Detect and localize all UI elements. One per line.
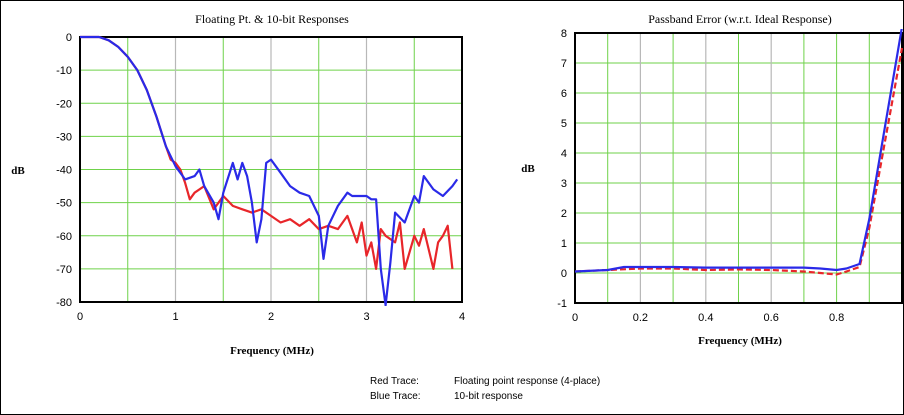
x-tick-label: 0.6 <box>764 312 779 324</box>
x-tick-label: 3 <box>363 311 369 323</box>
plot-frame <box>79 36 463 303</box>
x-tick-label: 2 <box>268 311 274 323</box>
y-tick-label: 8 <box>561 28 567 40</box>
response-chart: Floating Pt. & 10-bit Responses Frequenc… <box>11 12 465 357</box>
y-tick-label: 5 <box>561 118 567 130</box>
y-tick-label: -60 <box>56 231 72 243</box>
chart-title: Floating Pt. & 10-bit Responses <box>195 12 349 26</box>
y-tick-label: -30 <box>56 131 72 143</box>
x-tick-label: 1 <box>172 311 178 323</box>
x-tick-label: 0.4 <box>698 312 713 324</box>
x-axis-label: Frequency (MHz) <box>698 335 782 347</box>
x-tick-label: 0 <box>77 311 83 323</box>
y-tick-label: -10 <box>56 65 72 77</box>
y-tick-label: 0 <box>66 32 72 44</box>
red-trace-text: Floating point response (4-place) <box>454 376 601 387</box>
blue-trace-line <box>80 35 459 306</box>
y-tick-label: -1 <box>557 298 567 310</box>
blue-trace-text: 10-bit response <box>454 391 523 402</box>
y-tick-label: -20 <box>56 98 72 110</box>
red-trace-line <box>80 35 454 270</box>
y-tick-label: 6 <box>561 88 567 100</box>
y-tick-label: -40 <box>56 165 72 177</box>
red-trace-note: Red Trace: Floating point response (4-pla… <box>370 376 600 387</box>
x-tick-label: 0 <box>572 312 578 324</box>
x-axis-label: Frequency (MHz) <box>230 345 314 357</box>
x-tick-label: 0.2 <box>633 312 648 324</box>
blue-trace-key: Blue Trace: <box>370 391 421 402</box>
y-tick-label: 7 <box>561 58 567 70</box>
y-axis-label: dB <box>521 163 535 175</box>
blue-trace-note: Blue Trace: 10-bit response <box>370 391 523 402</box>
y-tick-label: -50 <box>56 198 72 210</box>
y-tick-label: -80 <box>56 297 72 309</box>
chart-title: Passband Error (w.r.t. Ideal Response) <box>648 12 832 26</box>
y-tick-label: 2 <box>561 208 567 220</box>
y-tick-label: 0 <box>561 268 567 280</box>
y-tick-label: 3 <box>561 178 567 190</box>
y-tick-label: 1 <box>561 238 567 250</box>
y-axis-label: dB <box>11 165 25 177</box>
y-tick-label: -70 <box>56 264 72 276</box>
grid <box>574 32 903 304</box>
x-tick-label: 4 <box>459 311 465 323</box>
passband-error-chart: Passband Error (w.r.t. Ideal Response) F… <box>521 12 904 347</box>
x-tick-label: 0.8 <box>829 312 844 324</box>
red-trace-key: Red Trace: <box>370 376 419 387</box>
y-tick-label: 4 <box>561 148 567 160</box>
plot-frame <box>574 32 903 304</box>
red-trace-line <box>575 47 904 276</box>
blue-trace-line <box>575 29 903 273</box>
